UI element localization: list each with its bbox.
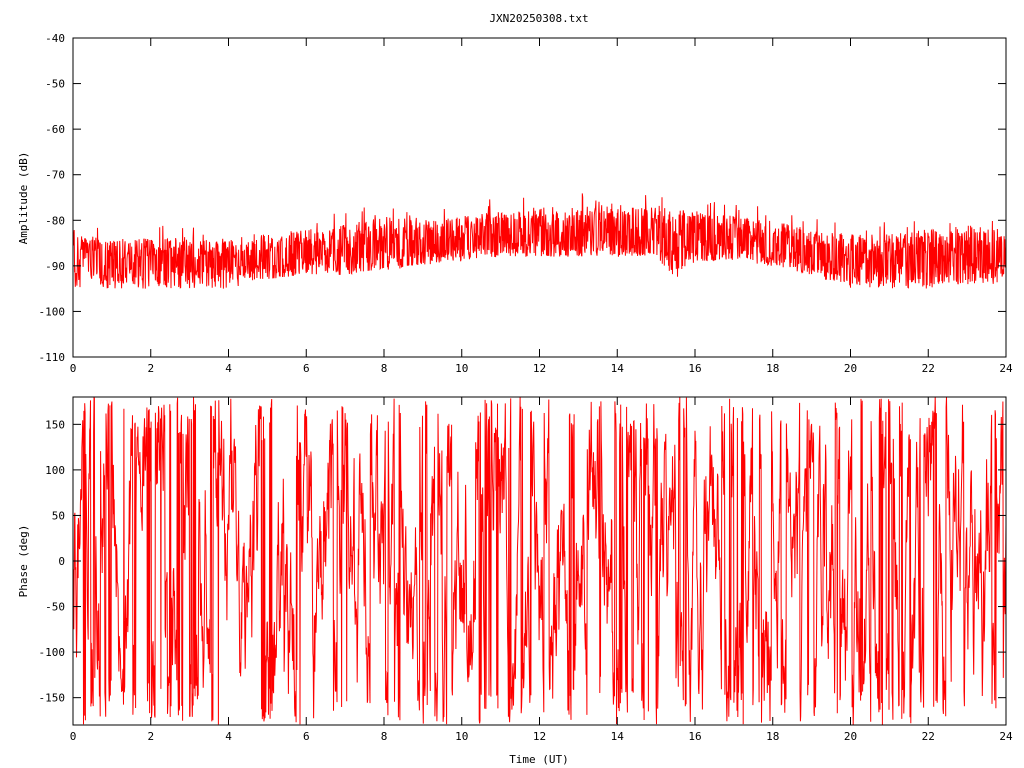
phase-y-ticks: 150 100 50 0 -50 -100 -150 <box>39 418 1006 705</box>
x-tick-label: 14 <box>611 362 625 375</box>
x-tick-label: 2 <box>147 362 154 375</box>
y-tick-label: -150 <box>39 692 66 705</box>
x-tick-label: 10 <box>455 730 468 743</box>
x-tick-label: 12 <box>533 362 546 375</box>
x-tick-label: 8 <box>381 730 388 743</box>
y-tick-label: -60 <box>45 123 65 136</box>
amplitude-series <box>72 193 1007 289</box>
y-tick-label: -70 <box>45 169 65 182</box>
amplitude-y-axis-label: Amplitude (dB) <box>17 152 30 245</box>
x-tick-label: 20 <box>844 362 857 375</box>
y-tick-label: 0 <box>58 555 65 568</box>
y-tick-label: -90 <box>45 260 65 273</box>
y-tick-label: -100 <box>39 646 66 659</box>
phase-line <box>72 396 1007 725</box>
y-tick-label: 150 <box>45 418 65 431</box>
y-tick-label: -110 <box>39 351 66 364</box>
phase-series <box>72 396 1007 725</box>
x-tick-label: 22 <box>922 362 935 375</box>
x-tick-label: 18 <box>766 362 779 375</box>
x-tick-label: 0 <box>70 362 77 375</box>
x-tick-label: 22 <box>922 730 935 743</box>
x-tick-label: 6 <box>303 362 310 375</box>
x-tick-label: 16 <box>688 362 701 375</box>
x-tick-label: 24 <box>999 730 1013 743</box>
x-tick-label: 4 <box>225 362 232 375</box>
y-tick-label: 100 <box>45 464 65 477</box>
amplitude-panel: -40-50-60-70-80-90-100-110 0 2 4 6 8 10 12 14 16… <box>17 32 1013 375</box>
amplitude-x-ticks: 0 2 4 6 8 10 12 14 16 18 20 22 24 <box>70 38 1013 375</box>
y-tick-label: 50 <box>52 509 65 522</box>
amplitude-line <box>72 193 1007 289</box>
x-tick-label: 12 <box>533 730 546 743</box>
x-tick-label: 8 <box>381 362 388 375</box>
amplitude-plot-frame <box>72 37 1007 358</box>
x-axis-label: Time (UT) <box>509 753 569 766</box>
y-tick-label: -50 <box>45 78 65 91</box>
amplitude-y-ticks: -40 -50 -60 -70 -80 -90 -100 -110 <box>39 32 1006 364</box>
x-tick-label: 16 <box>688 730 701 743</box>
y-tick-label: -80 <box>45 214 65 227</box>
x-tick-label: 0 <box>70 730 77 743</box>
x-tick-label: 24 <box>999 362 1013 375</box>
x-tick-label: 6 <box>303 730 310 743</box>
y-tick-label: -40 <box>45 32 65 45</box>
x-tick-label: 14 <box>611 730 625 743</box>
x-tick-label: 2 <box>147 730 154 743</box>
phase-y-axis-label: Phase (deg) <box>17 525 30 598</box>
x-tick-label: 4 <box>225 730 232 743</box>
x-tick-label: 18 <box>766 730 779 743</box>
y-tick-label: -100 <box>39 305 66 318</box>
x-tick-label: 20 <box>844 730 857 743</box>
phase-x-ticks: 0 2 4 6 8 10 12 14 16 18 20 22 24 <box>70 397 1013 743</box>
x-tick-label: 10 <box>455 362 468 375</box>
y-tick-label: -50 <box>45 601 65 614</box>
chart-title: JXN20250308.txt <box>489 12 588 25</box>
